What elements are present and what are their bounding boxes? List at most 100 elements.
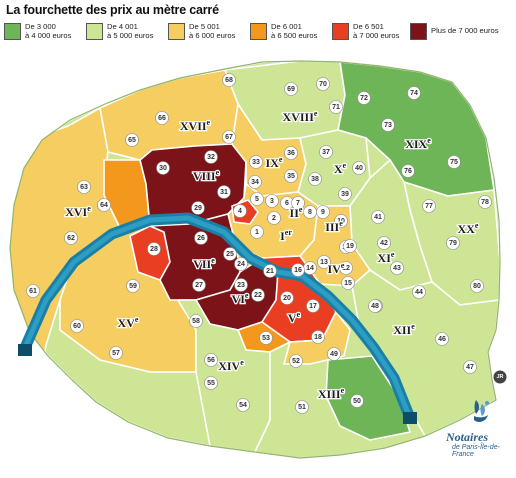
- district-number: 61: [29, 288, 37, 295]
- arr-label-i: Ier: [280, 228, 292, 243]
- district-20: 20: [280, 291, 294, 305]
- district-51: 51: [295, 400, 309, 414]
- river-bridge-east: [403, 412, 417, 424]
- district-75: 75: [447, 155, 461, 169]
- district-number: 26: [197, 235, 205, 242]
- district-number: 69: [287, 86, 295, 93]
- district-marker: [250, 225, 264, 239]
- district-marker: [343, 239, 357, 253]
- district-43: 43: [390, 261, 404, 275]
- district-number: 68: [225, 77, 233, 84]
- district-marker: [412, 285, 426, 299]
- district-24: 24: [234, 257, 248, 271]
- district-1: 1: [250, 225, 264, 239]
- district-number: 10: [337, 218, 345, 225]
- district-marker: [478, 195, 492, 209]
- district-number: 39: [341, 191, 349, 198]
- district-52: 52: [289, 354, 303, 368]
- seine-river-highlight: [21, 215, 413, 419]
- district-marker: [191, 201, 205, 215]
- district-17: 17: [306, 299, 320, 313]
- district-marker: [125, 133, 139, 147]
- badge-text: JR: [496, 374, 503, 380]
- district-marker: [390, 261, 404, 275]
- district-marker: [263, 264, 277, 278]
- district-number: 78: [481, 199, 489, 206]
- district-72: 72: [357, 91, 371, 105]
- district-35: 35: [284, 169, 298, 183]
- district-19: 19: [343, 239, 357, 253]
- district-number: 5: [255, 196, 259, 203]
- legend: De 3 000 à 4 000 euros De 4 001 à 5 000 eu…: [4, 21, 512, 49]
- district-27: 27: [192, 278, 206, 292]
- arr-label-vii: VIIe: [193, 256, 215, 271]
- legend-swatch: [250, 23, 267, 40]
- district-number: 67: [225, 134, 233, 141]
- district-marker: [284, 82, 298, 96]
- district-71: 71: [329, 100, 343, 114]
- district-39: 39: [338, 187, 352, 201]
- district-number: 71: [332, 104, 340, 111]
- notaires-logo: Notaires de Paris-Île-de-France: [446, 398, 514, 458]
- district-number: 7: [296, 200, 300, 207]
- district-number: 72: [360, 95, 368, 102]
- district-number: 57: [112, 350, 120, 357]
- district-marker: [234, 278, 248, 292]
- arr-label-xiii: XIIIe: [318, 386, 345, 401]
- district-number: 59: [129, 283, 137, 290]
- district-number: 58: [192, 318, 200, 325]
- arr-label-xii: XIIe: [393, 322, 415, 337]
- district-number: 31: [220, 189, 228, 196]
- arr-label-xx: XXe: [458, 221, 479, 236]
- district-80: 80: [470, 279, 484, 293]
- district-13: 13: [317, 255, 331, 269]
- district-marker: [217, 185, 231, 199]
- district-marker: [352, 161, 366, 175]
- district-16: 16: [291, 263, 305, 277]
- district-marker: [222, 73, 236, 87]
- district-5: 5: [250, 192, 264, 206]
- district-number: 28: [150, 246, 158, 253]
- district-54: 54: [236, 398, 250, 412]
- district-number: 35: [287, 173, 295, 180]
- district-3: 3: [265, 194, 279, 208]
- district-marker: [291, 196, 305, 210]
- district-7: 7: [291, 196, 305, 210]
- district-marker: [97, 198, 111, 212]
- district-63: 63: [77, 180, 91, 194]
- district-marker: [289, 354, 303, 368]
- district-number: 65: [128, 137, 136, 144]
- district-marker: [284, 146, 298, 160]
- arr-label-xv: XVe: [118, 315, 139, 330]
- boulevard-peripherique: [9, 60, 501, 459]
- district-marker: [339, 261, 353, 275]
- arr-label-vi: VIe: [232, 291, 249, 306]
- district-marker: [470, 279, 484, 293]
- district-number: 17: [309, 303, 317, 310]
- legend-label-line1: De 6 501: [353, 22, 384, 31]
- notaires-emblem-icon: [474, 400, 489, 423]
- district-61: 61: [26, 284, 40, 298]
- district-number: 24: [237, 261, 245, 268]
- district-21: 21: [263, 264, 277, 278]
- arr-label-xiv: XIVe: [218, 358, 244, 373]
- district-50-region: [325, 355, 411, 441]
- district-marker: [77, 180, 91, 194]
- district-48: 48: [368, 299, 382, 313]
- district-number: 42: [380, 240, 388, 247]
- district-number: 12: [342, 265, 350, 272]
- district-67: 67: [222, 130, 236, 144]
- district-number: 41: [374, 214, 382, 221]
- district-marker: [70, 319, 84, 333]
- district-marker: [249, 155, 263, 169]
- legend-swatch: [168, 23, 185, 40]
- district-60: 60: [70, 319, 84, 333]
- district-23: 23: [234, 278, 248, 292]
- arr-label-ix: IXe: [266, 155, 283, 170]
- district-marker: [317, 255, 331, 269]
- district-number: 75: [450, 159, 458, 166]
- district-marker: [259, 331, 273, 345]
- district-number: 77: [425, 203, 433, 210]
- district-number: 14: [306, 265, 314, 272]
- district-number: 37: [322, 149, 330, 156]
